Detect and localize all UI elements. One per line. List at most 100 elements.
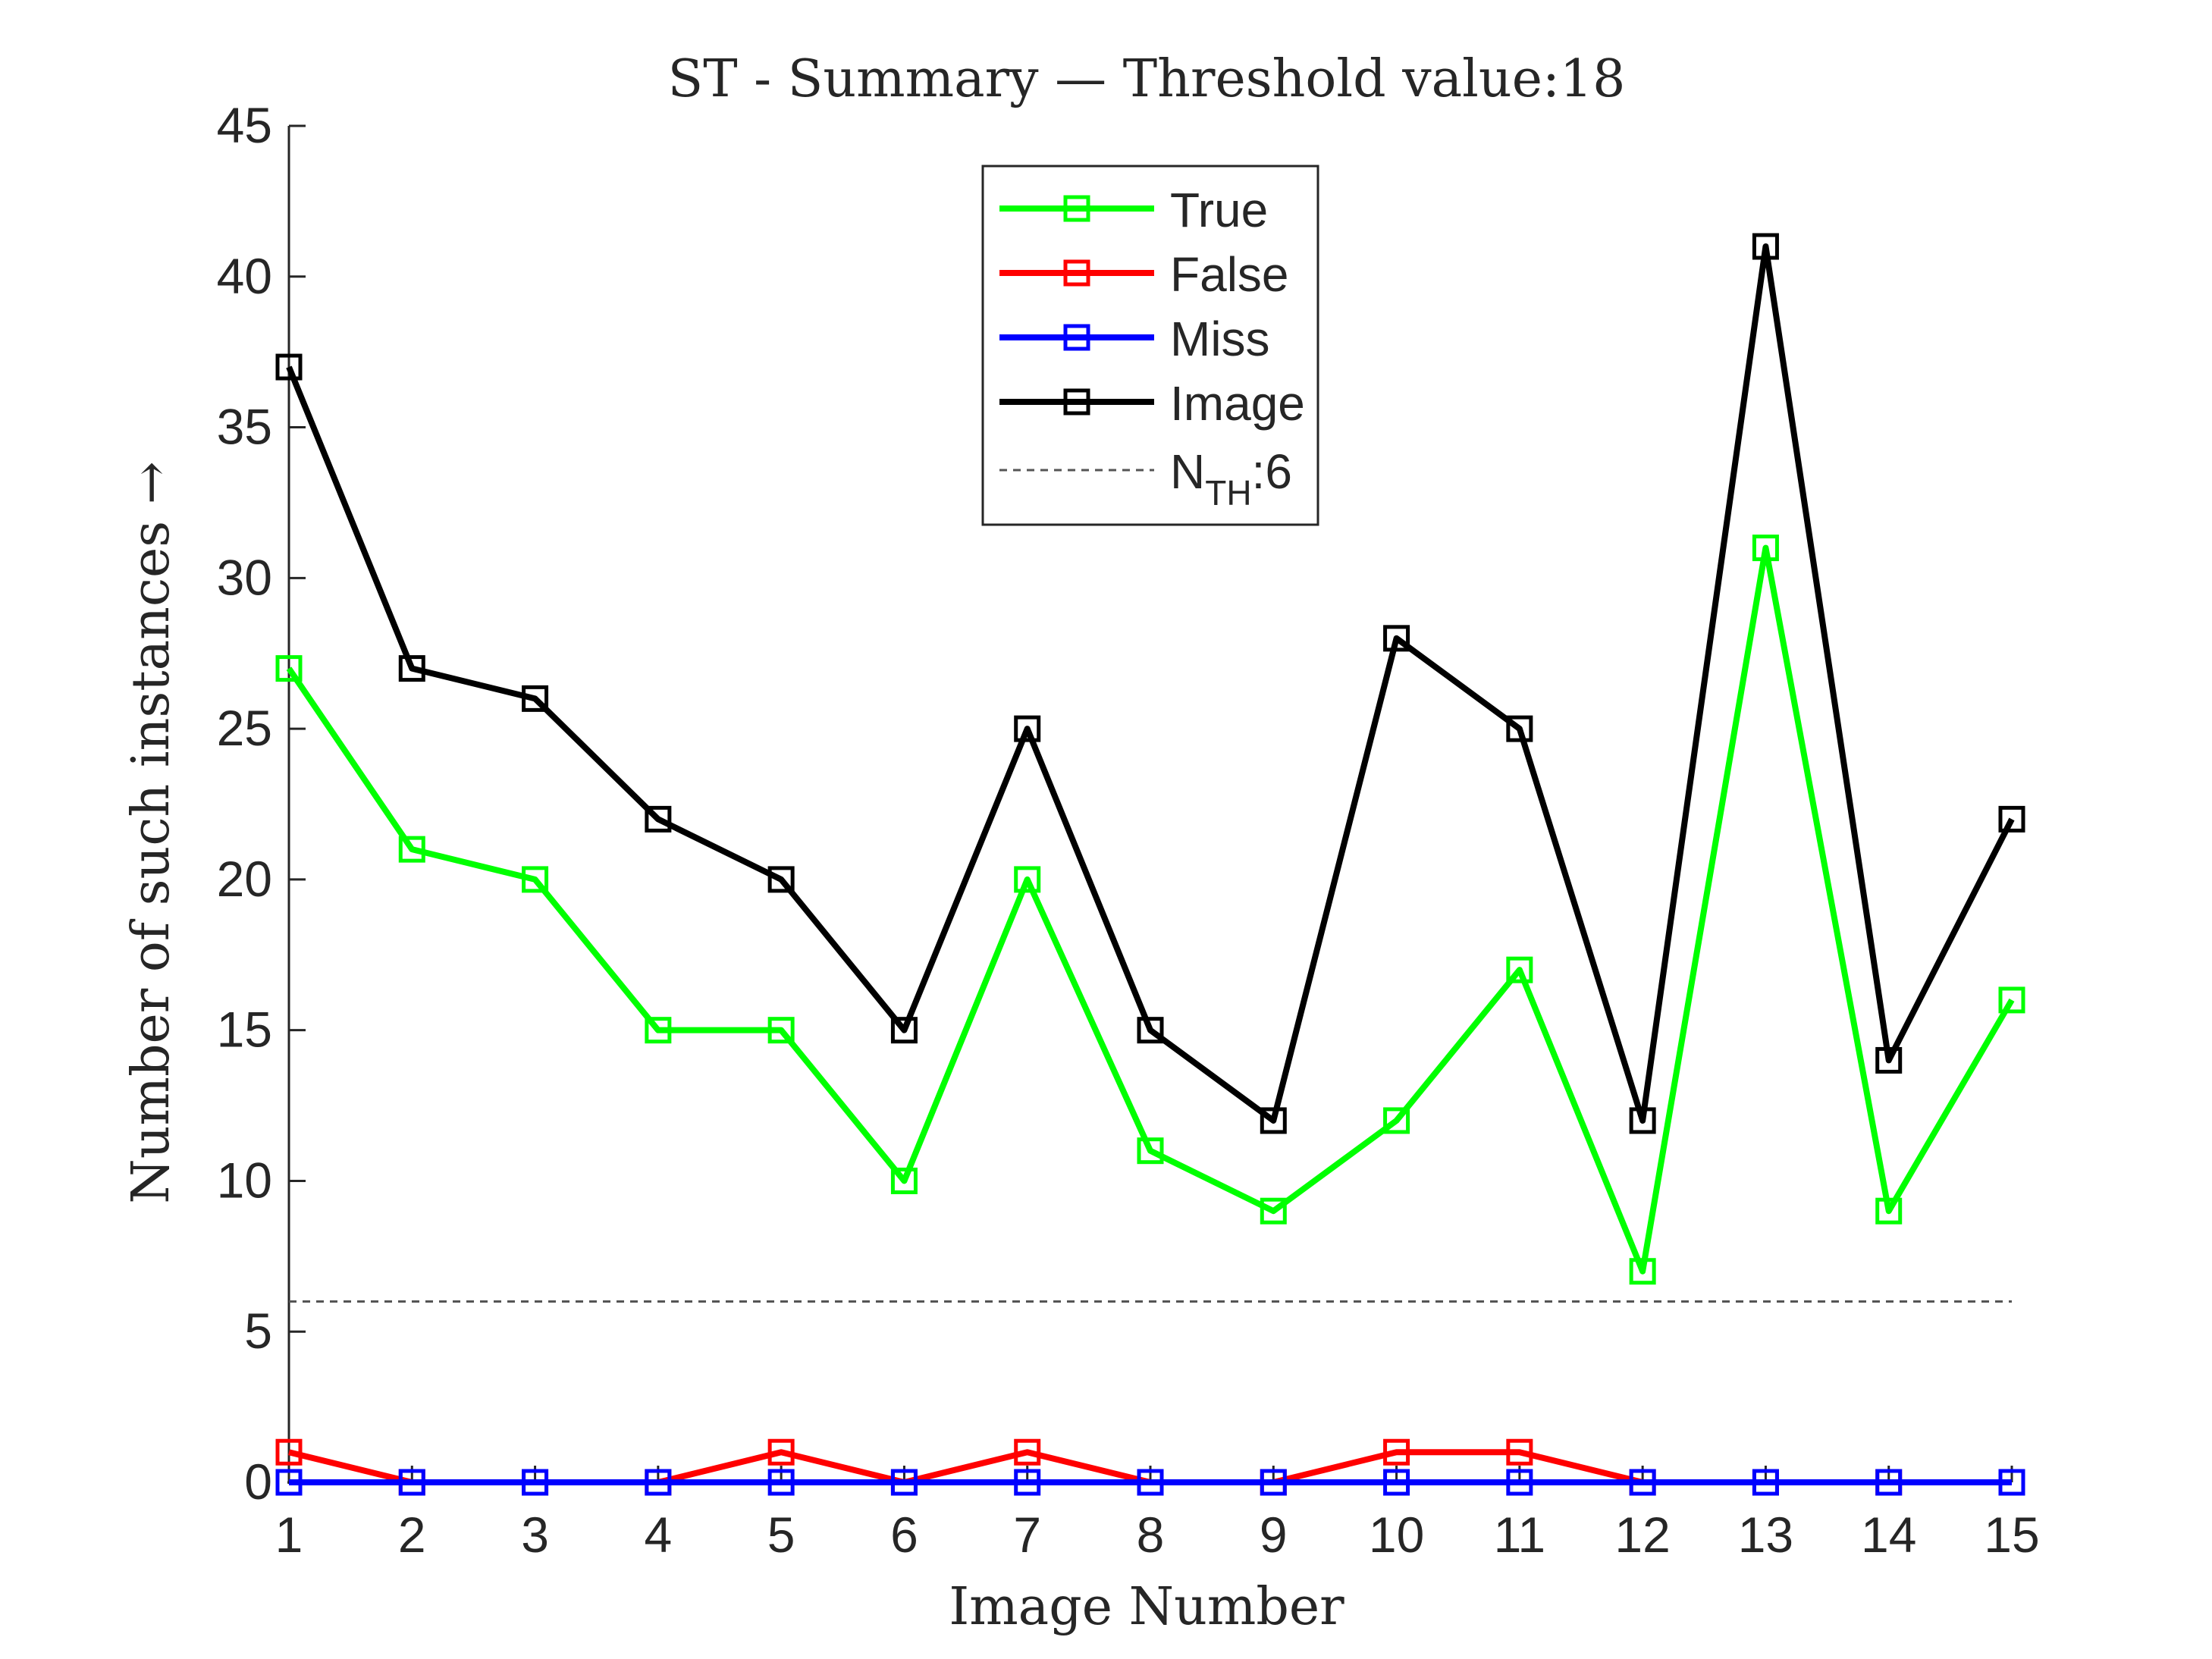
data-point-false [1383,1438,1410,1466]
x-axis-label: Image Number [949,1577,1344,1637]
x-tick-label: 4 [644,1507,672,1563]
data-point-image [398,655,425,682]
data-point-true [767,1017,795,1044]
y-tick-label: 5 [244,1303,272,1359]
y-tick-label: 30 [217,549,272,605]
legend-label: Miss [1170,312,1270,366]
y-tick-label: 25 [217,700,272,756]
y-tick-label: 35 [217,399,272,455]
legend-swatch-marker [1063,324,1090,351]
x-tick-label: 2 [398,1507,426,1563]
legend-swatch-marker [1063,388,1090,416]
data-point-true [1752,535,1779,562]
x-tick-label: 13 [1738,1507,1793,1563]
y-tick-label: 10 [217,1152,272,1208]
data-point-miss [1383,1469,1410,1496]
data-point-image [522,685,549,712]
data-point-image [1752,233,1779,260]
data-point-false [1014,1438,1041,1466]
data-point-true [645,1017,672,1044]
y-axis-label: Number of such instances → [121,461,181,1204]
legend-label: False [1170,247,1289,302]
data-point-false [767,1438,795,1466]
data-point-true [398,836,425,863]
data-point-image [275,353,303,381]
data-point-image [890,1017,918,1044]
data-point-miss [1998,1469,2025,1496]
x-tick-label: 3 [521,1507,549,1563]
data-point-false [1506,1438,1533,1466]
y-tick-label: 0 [244,1454,272,1510]
data-point-true [1629,1258,1656,1285]
chart-title: ST - Summary — Threshold value:18 [668,49,1626,109]
data-point-image [767,866,795,893]
data-point-true [1137,1137,1164,1165]
y-tick-label: 45 [217,97,272,153]
x-tick-label: 14 [1861,1507,1916,1563]
x-tick-label: 8 [1137,1507,1165,1563]
legend-items: True False Miss Image NTH:6 [999,183,1305,513]
data-point-image [1998,805,2025,833]
series-line-true [286,544,2015,1275]
data-point-image [1137,1017,1164,1044]
y-tick-label: 40 [217,248,272,304]
y-tick-label: 20 [217,851,272,907]
series-miss [275,1469,2025,1496]
legend-box [981,165,1319,526]
data-point-miss [1629,1469,1656,1496]
data-point-image [1260,1107,1287,1134]
data-point-true [1506,956,1533,983]
data-point-true [1998,986,2025,1014]
data-point-miss [1260,1469,1287,1496]
legend-threshold-sub: TH [1205,473,1251,513]
data-point-true [1383,1107,1410,1134]
legend-swatch-marker [1063,259,1090,287]
data-point-miss [398,1469,425,1496]
data-point-miss [1014,1469,1041,1496]
data-point-true [275,655,303,682]
data-point-image [1506,715,1533,742]
data-point-miss [767,1469,795,1496]
x-tick-label: 10 [1369,1507,1424,1563]
x-tick-label: 12 [1614,1507,1670,1563]
data-point-image [1014,715,1041,742]
series-image [275,233,2025,1134]
x-tick-label: 11 [1494,1507,1546,1563]
legend-threshold-suffix: :6 [1252,444,1292,499]
x-tick-label: 6 [890,1507,918,1563]
data-point-miss [522,1469,549,1496]
data-point-miss [1875,1469,1903,1496]
legend-threshold-main: N [1170,444,1205,499]
x-tick-label: 9 [1260,1507,1288,1563]
data-point-true [1260,1197,1287,1225]
data-point-miss [890,1469,918,1496]
y-tick-label: 15 [217,1002,272,1058]
data-point-miss [1137,1469,1164,1496]
legend: True False Miss Image NTH:6 [981,165,1319,526]
data-point-image [1383,625,1410,652]
legend-label: Image [1170,376,1305,431]
data-point-miss [1506,1469,1533,1496]
series-line-image [286,243,2015,1124]
data-point-true [1875,1197,1903,1225]
data-point-false [275,1438,303,1466]
x-tick-label: 1 [275,1507,303,1563]
data-point-image [645,805,672,833]
series-layer [275,233,2025,1496]
data-point-miss [645,1469,672,1496]
data-point-true [1014,866,1041,893]
legend-swatch-marker [1063,195,1090,222]
x-tick-label: 7 [1013,1507,1041,1563]
series-true [275,535,2025,1285]
data-point-true [522,866,549,893]
data-point-image [1875,1046,1903,1074]
data-point-true [890,1167,918,1194]
data-point-image [1629,1107,1656,1134]
data-point-miss [1752,1469,1779,1496]
legend-label: True [1170,183,1268,237]
x-tick-label: 15 [1984,1507,2039,1563]
x-tick-label: 5 [767,1507,795,1563]
data-point-miss [275,1469,303,1496]
